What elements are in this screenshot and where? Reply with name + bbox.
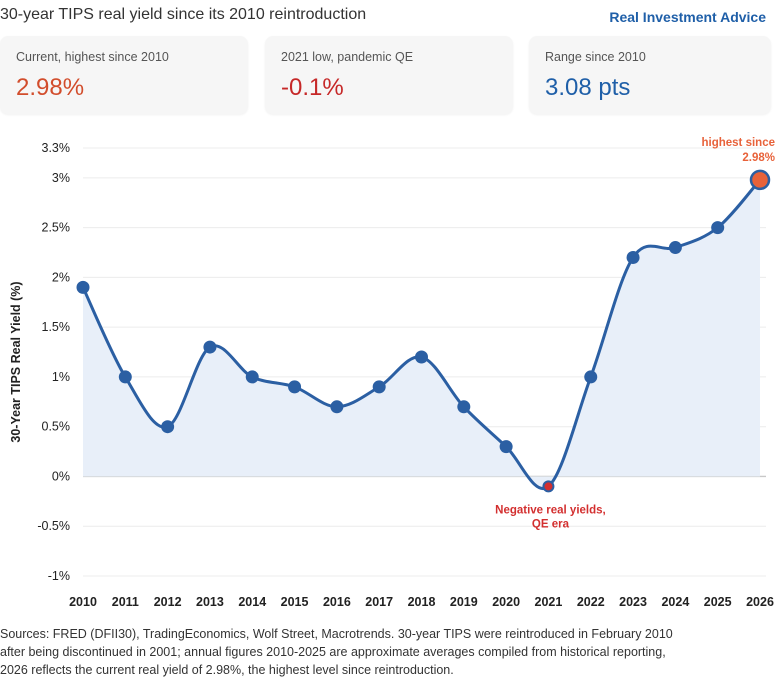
x-tick-label: 2016 <box>323 595 351 609</box>
data-point <box>203 340 217 354</box>
x-tick-label: 2021 <box>535 595 563 609</box>
stat-card-low: 2021 low, pandemic QE -0.1% <box>265 36 513 114</box>
data-point <box>457 400 471 414</box>
stat-card-value: -0.1% <box>281 74 344 101</box>
data-point <box>118 370 132 384</box>
x-tick-label: 2024 <box>661 595 689 609</box>
stat-card-range: Range since 2010 3.08 pts <box>529 36 771 114</box>
data-point <box>330 400 344 414</box>
data-point <box>372 380 386 394</box>
data-point <box>288 380 302 394</box>
x-tick-label: 2020 <box>492 595 520 609</box>
y-tick-label: 2% <box>52 270 70 284</box>
data-point <box>415 350 428 364</box>
y-tick-label: 2.5% <box>42 221 71 235</box>
data-point <box>161 420 175 434</box>
y-tick-label: 0% <box>52 469 70 483</box>
line-chart: -1% -0.5% 0% 0.5% 1% 1.5% 2% 2.5% 3% 3.3% 30-Year … <box>9 137 776 609</box>
stat-card-value: 2.98% <box>16 74 85 101</box>
x-tick-label: 2013 <box>196 595 224 609</box>
stat-card-current: Current, highest since 2010 2.98% <box>0 36 248 114</box>
x-tick-label: 2025 <box>704 595 732 609</box>
annotation-label: 2.98% <box>742 152 775 164</box>
y-tick-label: 1.5% <box>42 320 71 334</box>
y-axis-label: 30-Year TIPS Real Yield (%) <box>9 281 23 442</box>
data-point <box>668 241 682 255</box>
stat-card-value: 3.08 pts <box>545 74 631 101</box>
x-tick-label: 2026 <box>746 595 774 609</box>
area-fill <box>83 179 760 489</box>
data-point <box>76 280 90 294</box>
x-tick-label: 2017 <box>365 595 393 609</box>
x-tick-label: 2019 <box>450 595 478 609</box>
stat-card-label: Current, highest since 2010 <box>16 50 169 64</box>
stat-card-label: 2021 low, pandemic QE <box>281 50 414 64</box>
y-tick-label: -0.5% <box>37 519 70 533</box>
footnote-line: after being discontinued in 2001; annual… <box>0 645 666 659</box>
y-tick-label: -1% <box>48 569 70 583</box>
brand-link[interactable]: Real Investment Advice <box>609 9 766 25</box>
data-point <box>542 480 555 493</box>
data-point <box>245 370 259 384</box>
source-footnote: Sources: FRED (DFII30), TradingEconomics… <box>0 625 778 679</box>
data-point <box>626 250 640 264</box>
y-tick-label: 0.5% <box>42 420 71 434</box>
data-point <box>584 370 598 384</box>
data-point <box>711 221 725 235</box>
x-tick-label: 2012 <box>154 595 182 609</box>
x-tick-label: 2010 <box>69 595 97 609</box>
footnote-line: Sources: FRED (DFII30), TradingEconomics… <box>0 627 673 641</box>
y-tick-label: 3.3% <box>42 141 71 155</box>
stat-card-label: Range since 2010 <box>545 50 646 64</box>
data-point <box>749 169 771 191</box>
data-point <box>499 440 513 454</box>
x-tick-label: 2015 <box>281 595 309 609</box>
x-tick-label: 2014 <box>238 595 266 609</box>
annotation-label: highest since <box>702 137 776 149</box>
x-tick-label: 2022 <box>577 595 605 609</box>
y-tick-label: 1% <box>52 370 70 384</box>
x-tick-label: 2018 <box>408 595 436 609</box>
annotation-label: Negative real yields, <box>495 504 606 516</box>
x-tick-label: 2011 <box>112 595 139 609</box>
x-tick-label: 2023 <box>619 595 647 609</box>
footnote-line: 2026 reflects the current real yield of … <box>0 663 454 677</box>
annotation-label: QE era <box>532 518 570 530</box>
stat-cards: Current, highest since 2010 2.98% 2021 l… <box>0 36 780 116</box>
page-title: 30-year TIPS real yield since its 2010 r… <box>0 6 367 23</box>
y-tick-label: 3% <box>52 171 70 185</box>
